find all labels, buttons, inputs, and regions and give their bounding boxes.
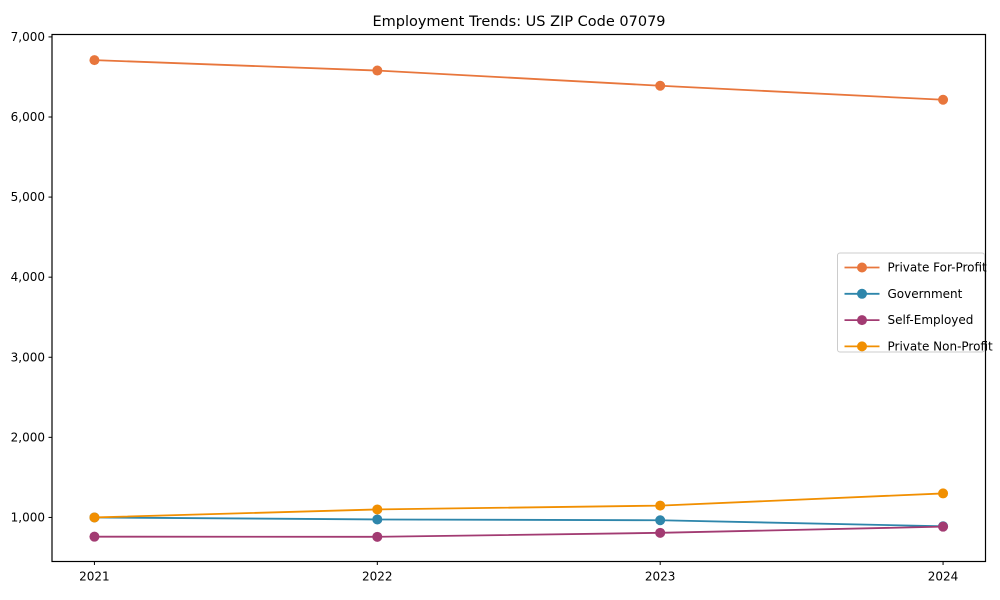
plot-border bbox=[51, 33, 987, 563]
legend-label: Private Non-Profit bbox=[888, 339, 994, 353]
data-point bbox=[372, 65, 383, 76]
legend-marker-dot bbox=[857, 341, 867, 352]
series-line bbox=[94, 525, 944, 538]
data-point bbox=[655, 527, 666, 538]
chart-title: Employment Trends: US ZIP Code 07079 bbox=[372, 14, 665, 30]
y-tick-label: 3,000 bbox=[11, 350, 45, 364]
y-tick-label: 5,000 bbox=[11, 190, 45, 204]
series-line bbox=[94, 516, 944, 528]
data-point bbox=[938, 521, 949, 532]
legend-box bbox=[837, 252, 985, 353]
legend-label: Government bbox=[888, 287, 963, 301]
axes-layer: 1,000 2,000 3,000 4,000 5,000 6,000 7,000 2021 2… bbox=[11, 30, 987, 584]
legend-item: Self-Employed bbox=[844, 313, 974, 327]
x-tick-label: 2024 bbox=[928, 570, 959, 584]
data-point bbox=[938, 488, 949, 499]
legend-marker-dot bbox=[857, 288, 867, 299]
y-tick-label: 6,000 bbox=[11, 110, 45, 124]
x-tick-label: 2022 bbox=[362, 570, 393, 584]
legend-label: Private For-Profit bbox=[888, 261, 988, 275]
y-tick-label: 1,000 bbox=[11, 510, 45, 524]
y-tick-label: 2,000 bbox=[11, 430, 45, 444]
x-tick-label: 2021 bbox=[79, 570, 110, 584]
x-tick-label: 2023 bbox=[645, 570, 676, 584]
data-point bbox=[89, 55, 100, 66]
legend-item: Government bbox=[844, 287, 963, 301]
series-layer bbox=[89, 55, 949, 542]
legend-item: Private For-Profit bbox=[844, 261, 988, 275]
legend-marker-dot bbox=[857, 315, 867, 326]
data-point bbox=[655, 80, 666, 91]
legend-marker-dot bbox=[857, 262, 867, 273]
data-point bbox=[372, 504, 383, 515]
y-tick-label: 4,000 bbox=[11, 270, 45, 284]
data-point bbox=[372, 531, 383, 542]
y-tick-label: 7,000 bbox=[11, 30, 45, 44]
series-line bbox=[94, 59, 944, 101]
series-line bbox=[94, 492, 944, 519]
legend: Private For-Profit Government Self-Employe… bbox=[837, 252, 994, 353]
data-point bbox=[655, 515, 666, 526]
data-point bbox=[372, 514, 383, 525]
legend-label: Self-Employed bbox=[888, 313, 974, 327]
data-point bbox=[89, 531, 100, 542]
data-point bbox=[938, 94, 949, 105]
data-point bbox=[89, 512, 100, 523]
legend-item: Private Non-Profit bbox=[844, 339, 994, 353]
data-point bbox=[655, 500, 666, 511]
